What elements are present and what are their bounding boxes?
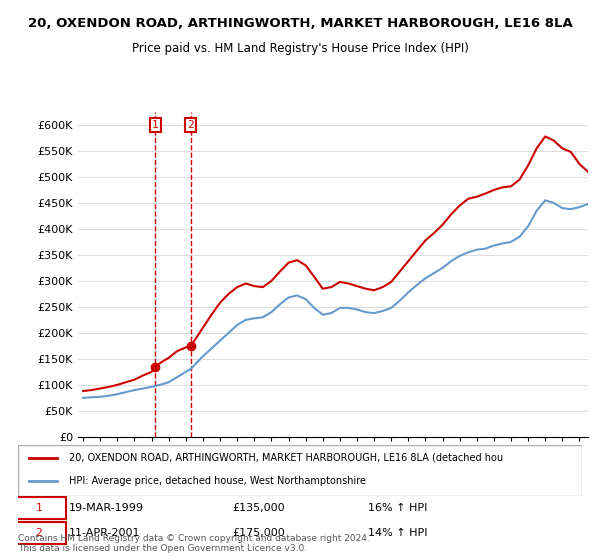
Text: 1: 1	[35, 503, 42, 514]
FancyBboxPatch shape	[13, 522, 66, 544]
Text: 16% ↑ HPI: 16% ↑ HPI	[368, 503, 427, 514]
Text: £175,000: £175,000	[232, 529, 285, 538]
Text: £135,000: £135,000	[232, 503, 285, 514]
Text: 2: 2	[35, 529, 42, 538]
FancyBboxPatch shape	[13, 497, 66, 519]
Text: 1: 1	[152, 120, 158, 130]
Text: 14% ↑ HPI: 14% ↑ HPI	[368, 529, 427, 538]
FancyBboxPatch shape	[18, 445, 582, 496]
Text: HPI: Average price, detached house, West Northamptonshire: HPI: Average price, detached house, West…	[69, 477, 366, 487]
Text: 20, OXENDON ROAD, ARTHINGWORTH, MARKET HARBOROUGH, LE16 8LA: 20, OXENDON ROAD, ARTHINGWORTH, MARKET H…	[28, 17, 572, 30]
Text: Price paid vs. HM Land Registry's House Price Index (HPI): Price paid vs. HM Land Registry's House …	[131, 42, 469, 55]
Text: Contains HM Land Registry data © Crown copyright and database right 2024.
This d: Contains HM Land Registry data © Crown c…	[18, 534, 370, 553]
Text: 19-MAR-1999: 19-MAR-1999	[69, 503, 144, 514]
Text: 2: 2	[187, 120, 194, 130]
Text: 20, OXENDON ROAD, ARTHINGWORTH, MARKET HARBOROUGH, LE16 8LA (detached hou: 20, OXENDON ROAD, ARTHINGWORTH, MARKET H…	[69, 453, 503, 463]
Text: 11-APR-2001: 11-APR-2001	[69, 529, 140, 538]
